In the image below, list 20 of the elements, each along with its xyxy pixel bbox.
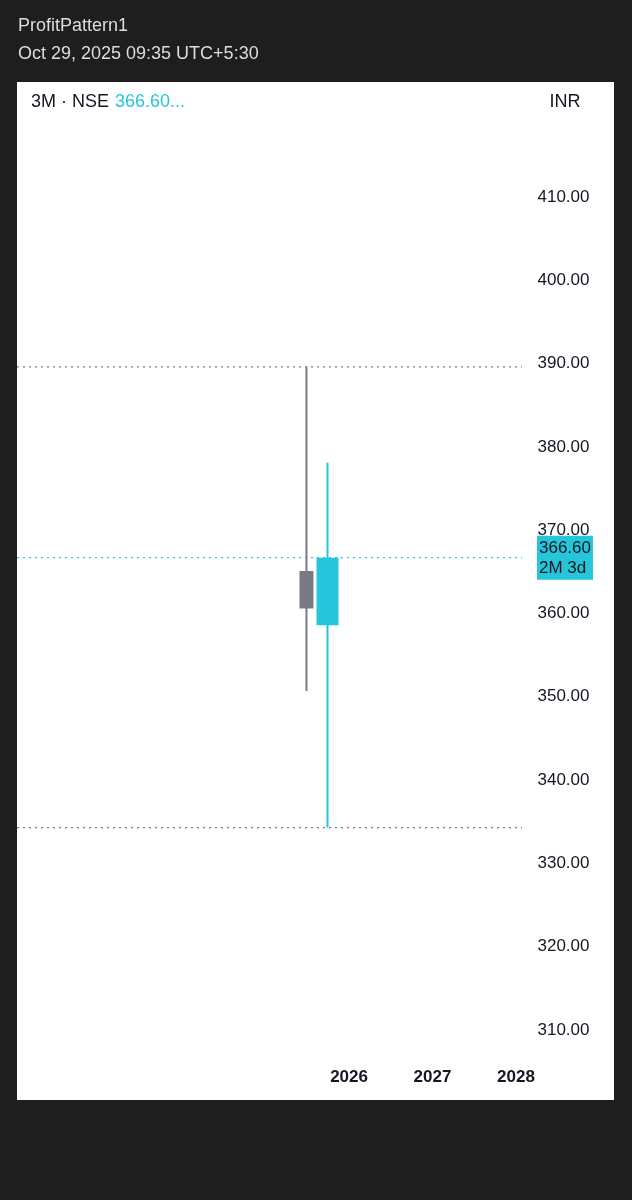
y-tick-label: 340.00 bbox=[537, 769, 590, 789]
y-tick-label: 330.00 bbox=[537, 853, 590, 873]
text: 3M · NSE bbox=[31, 91, 110, 111]
y-tick-label: 410.00 bbox=[537, 186, 590, 206]
text: ProfitPattern1 bbox=[18, 15, 129, 35]
y-tick-label: 370.00 bbox=[537, 519, 590, 539]
text: Oct 29, 2025 09:35 UTC+5:30 bbox=[18, 43, 259, 63]
ref-line-label: 366.60 2M 3d bbox=[539, 537, 591, 577]
x-tick-label: 2028 bbox=[497, 1066, 535, 1086]
text: 366.60... bbox=[115, 91, 186, 111]
annotation: INR bbox=[549, 91, 581, 111]
y-tick-label: 350.00 bbox=[537, 686, 590, 706]
y-tick-label: 390.00 bbox=[537, 353, 590, 373]
y-tick-label: 380.00 bbox=[537, 436, 590, 456]
y-tick-label: 320.00 bbox=[537, 936, 590, 956]
y-tick-label: 360.00 bbox=[537, 603, 590, 623]
x-tick-label: 2027 bbox=[413, 1066, 452, 1086]
y-tick-label: 400.00 bbox=[537, 269, 590, 289]
x-tick-label: 2026 bbox=[330, 1066, 368, 1086]
y-tick-label: 310.00 bbox=[537, 1019, 590, 1039]
